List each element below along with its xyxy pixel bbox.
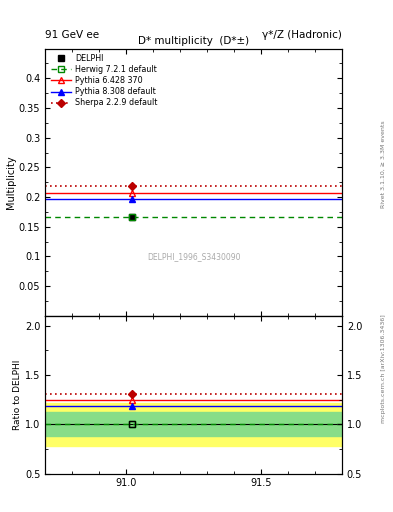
Bar bbox=[45, 402, 342, 446]
Title: D* multiplicity  (D*±): D* multiplicity (D*±) bbox=[138, 36, 249, 47]
Bar bbox=[45, 413, 342, 436]
Text: DELPHI_1996_S3430090: DELPHI_1996_S3430090 bbox=[147, 252, 240, 262]
Legend: DELPHI, Herwig 7.2.1 default, Pythia 6.428 370, Pythia 8.308 default, Sherpa 2.2: DELPHI, Herwig 7.2.1 default, Pythia 6.4… bbox=[49, 53, 159, 109]
Y-axis label: Ratio to DELPHI: Ratio to DELPHI bbox=[13, 359, 22, 430]
Y-axis label: Multiplicity: Multiplicity bbox=[6, 155, 16, 209]
Text: mcplots.cern.ch [arXiv:1306.3436]: mcplots.cern.ch [arXiv:1306.3436] bbox=[381, 314, 386, 423]
Text: 91 GeV ee: 91 GeV ee bbox=[45, 30, 99, 40]
Text: Rivet 3.1.10, ≥ 3.3M events: Rivet 3.1.10, ≥ 3.3M events bbox=[381, 120, 386, 208]
Text: γ*/Z (Hadronic): γ*/Z (Hadronic) bbox=[262, 30, 342, 40]
